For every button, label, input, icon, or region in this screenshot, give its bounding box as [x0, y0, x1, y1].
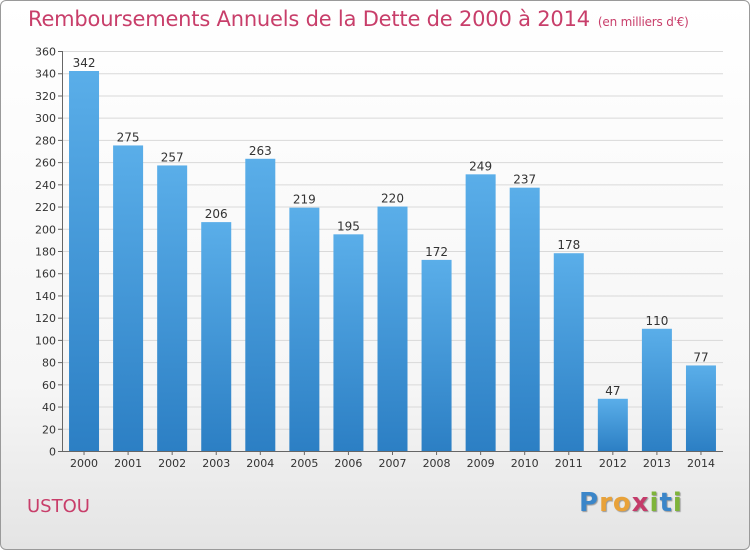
data-label-2014: 77: [693, 350, 708, 364]
data-label-2011: 178: [557, 238, 580, 252]
logo-letter: i: [672, 488, 683, 518]
y-tick-label: 0: [49, 446, 56, 459]
bar-2010: [509, 187, 540, 451]
x-tick-label-2010: 2010: [511, 457, 539, 470]
data-labels: 342 275 257 206 263 219 195 220 172 249 237 178 47 11…: [73, 56, 709, 398]
data-label-2006: 195: [337, 219, 360, 233]
bar-2011: [553, 253, 584, 451]
chart-title-text: Remboursements Annuels de la Dette de 20…: [28, 7, 590, 31]
logo-letter: P: [579, 488, 600, 518]
y-tick-label: 340: [35, 68, 56, 81]
x-tick-label-2008: 2008: [423, 457, 451, 470]
data-label-2005: 219: [293, 193, 316, 207]
data-label-2007: 220: [381, 192, 404, 206]
bar-2013: [641, 328, 672, 451]
y-tick-label: 120: [35, 312, 56, 325]
bar-2001: [113, 145, 144, 451]
x-tick-label-2007: 2007: [379, 457, 407, 470]
x-tick-label-2005: 2005: [290, 457, 318, 470]
x-tick-label-2009: 2009: [467, 457, 495, 470]
x-tick-label-2002: 2002: [158, 457, 186, 470]
data-label-2010: 237: [513, 173, 536, 187]
data-label-2008: 172: [425, 245, 448, 259]
bar-2012: [597, 398, 628, 451]
x-tick-label-2000: 2000: [70, 457, 98, 470]
y-tick-label: 140: [35, 290, 56, 303]
y-tick-label: 260: [35, 157, 56, 170]
y-tick-label: 20: [42, 423, 56, 436]
bar-2002: [157, 165, 188, 451]
x-tick-label-2013: 2013: [643, 457, 671, 470]
bar-2003: [201, 222, 232, 451]
data-label-2000: 342: [73, 56, 96, 70]
bar-2004: [245, 158, 276, 451]
x-tick-label-2004: 2004: [246, 457, 274, 470]
y-tick-label: 280: [35, 134, 56, 147]
y-tick-label: 80: [42, 357, 56, 370]
x-axis: 2000 2001 2002 2003 2004 2005 2006 2007 2008 2009…: [62, 451, 723, 470]
proxiti-logo: Proxiti: [579, 488, 683, 518]
bar-2014: [685, 365, 716, 451]
x-tick-label-2001: 2001: [114, 457, 142, 470]
y-tick-label: 240: [35, 179, 56, 192]
y-tick-label: 160: [35, 268, 56, 281]
y-tick-label: 60: [42, 379, 56, 392]
y-tick-label: 180: [35, 246, 56, 259]
x-tick-label-2011: 2011: [555, 457, 583, 470]
y-tick-label: 100: [35, 334, 56, 347]
x-tick-label-2003: 2003: [202, 457, 230, 470]
data-label-2013: 110: [645, 314, 668, 328]
y-tick-label: 320: [35, 90, 56, 103]
y-tick-label: 360: [35, 46, 56, 59]
x-tick-label-2014: 2014: [687, 457, 715, 470]
y-tick-label: 300: [35, 112, 56, 125]
bar-2007: [377, 206, 408, 451]
bar-2008: [421, 259, 452, 451]
x-tick-label-2012: 2012: [599, 457, 627, 470]
bar-2000: [69, 71, 100, 451]
bar-2006: [333, 234, 364, 451]
chart-unit: (en milliers d'€): [597, 15, 689, 29]
logo-letter: o: [612, 488, 632, 518]
logo-letter: r: [599, 488, 613, 518]
y-tick-label: 200: [35, 223, 56, 236]
data-label-2009: 249: [469, 159, 492, 173]
y-axis: 0 20 40 60 80 100 120 140 160 180 200 220 240 260 280 3…: [35, 46, 63, 459]
y-tick-label: 40: [42, 401, 56, 414]
logo-letter: x: [631, 488, 650, 518]
data-label-2012: 47: [605, 384, 620, 398]
data-label-2003: 206: [205, 207, 228, 221]
data-label-2004: 263: [249, 144, 272, 158]
data-label-2002: 257: [161, 150, 184, 164]
x-tick-label-2006: 2006: [334, 457, 362, 470]
logo-letter: t: [659, 488, 673, 518]
chart-title: Remboursements Annuels de la Dette de 20…: [28, 7, 689, 31]
logo-letter: i: [649, 488, 660, 518]
bar-2005: [289, 207, 320, 451]
bars: [69, 71, 716, 452]
bar-2009: [465, 174, 496, 452]
y-tick-label: 220: [35, 201, 56, 214]
data-label-2001: 275: [117, 130, 140, 144]
commune-name: USTOU: [27, 496, 90, 517]
